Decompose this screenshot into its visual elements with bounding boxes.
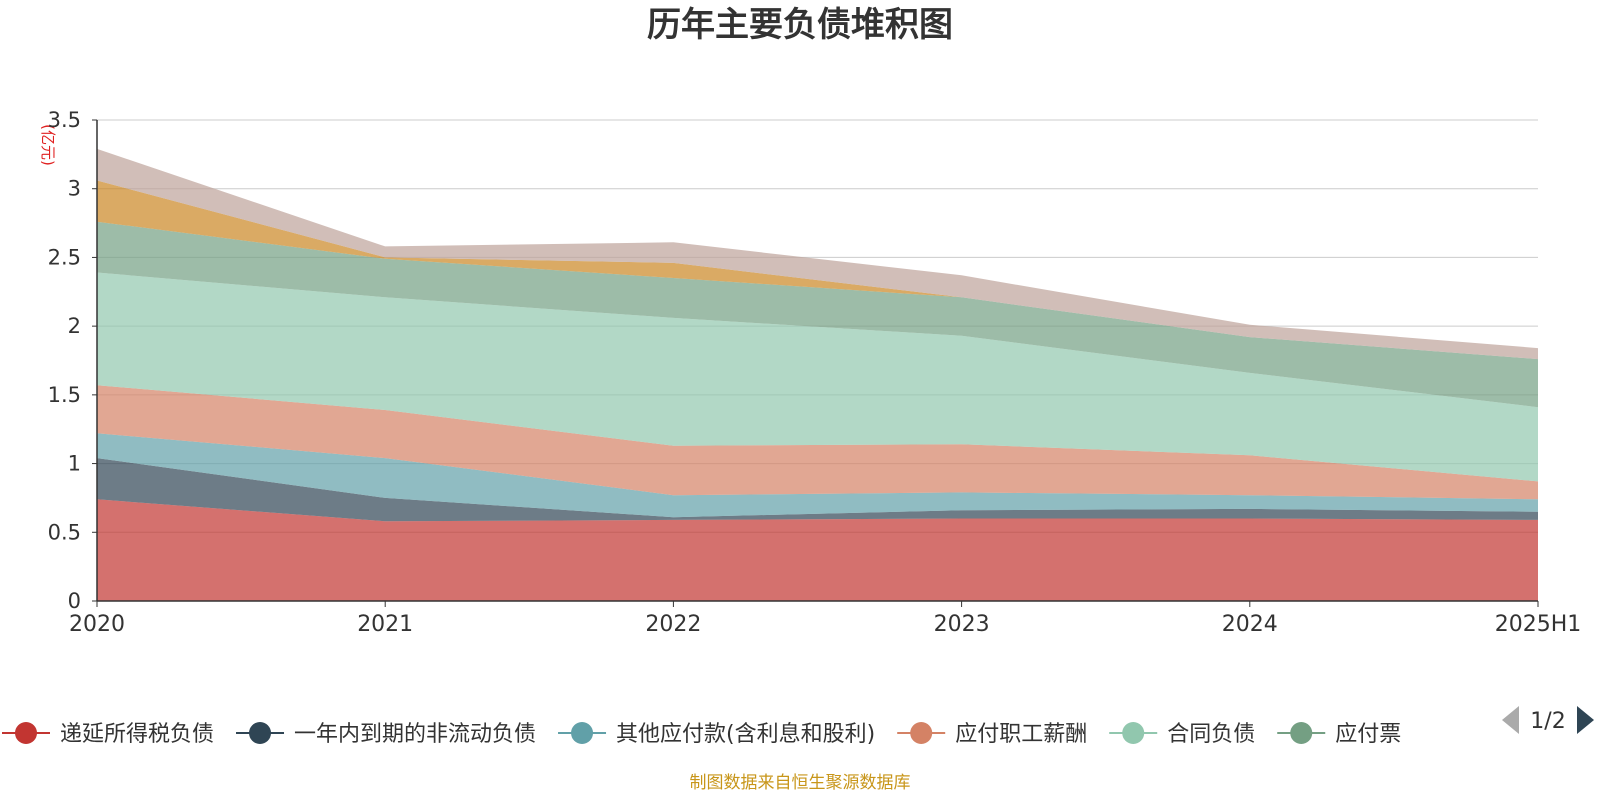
source-note: 制图数据来自恒生聚源数据库 <box>690 773 911 793</box>
legend-label: 应付职工薪酬 <box>955 722 1087 747</box>
y-tick-label: 1.5 <box>48 383 81 407</box>
legend-label: 应付票 <box>1335 722 1401 747</box>
x-tick-label: 2022 <box>645 612 701 637</box>
legend-item[interactable]: 递延所得税负债 <box>2 722 214 747</box>
y-axis-ticks: 0 0.5 1 1.5 2 2.5 3 3.5 <box>48 108 97 613</box>
legend-pager: 1/2 <box>1502 706 1594 734</box>
legend-label: 合同负债 <box>1167 722 1255 747</box>
chart-title: 历年主要负债堆积图 <box>647 5 953 45</box>
x-tick-label: 2025H1 <box>1495 612 1582 637</box>
y-tick-label: 3.5 <box>48 108 81 132</box>
x-axis-ticks: 2020 2021 2022 2023 2024 2025H1 <box>69 601 1581 637</box>
legend-marker-icon <box>1290 722 1313 744</box>
area-series-其他应付款(含利息和股利)[interactable] <box>97 433 1538 518</box>
y-tick-label: 1 <box>68 452 81 476</box>
legend-marker-icon <box>571 722 594 744</box>
legend-label: 其他应付款(含利息和股利) <box>616 722 875 747</box>
y-tick-label: 0.5 <box>48 520 81 544</box>
y-axis-unit-label: (亿元) <box>39 124 57 166</box>
y-tick-label: 3 <box>68 177 81 201</box>
legend-next-page-icon[interactable] <box>1577 706 1594 734</box>
y-tick-label: 2.5 <box>48 245 81 269</box>
axes <box>96 120 1538 602</box>
y-tick-label: 2 <box>68 314 81 338</box>
area-series-应付票据[interactable] <box>97 221 1538 408</box>
area-series-递延所得税负债[interactable] <box>97 499 1538 601</box>
legend-marker-icon <box>1122 722 1145 744</box>
x-tick-label: 2020 <box>69 612 125 637</box>
area-series-合同负债[interactable] <box>97 272 1538 482</box>
legend-marker-icon <box>249 722 272 744</box>
legend-label: 递延所得税负债 <box>60 722 214 747</box>
x-tick-label: 2021 <box>357 612 413 637</box>
x-tick-label: 2024 <box>1222 612 1278 637</box>
legend-marker-icon <box>910 722 933 744</box>
legend: 递延所得税负债 一年内到期的非流动负债 其他应付款(含利息和股利) 应付职工薪酬 合同负… <box>2 722 1401 747</box>
legend-item[interactable]: 合同负债 <box>1109 722 1255 747</box>
legend-page-indicator: 1/2 <box>1530 709 1565 734</box>
area-series-应付职工薪酬[interactable] <box>97 385 1538 500</box>
y-tick-label: 0 <box>68 589 81 613</box>
legend-prev-page-icon[interactable] <box>1502 706 1519 734</box>
x-tick-label: 2023 <box>934 612 990 637</box>
legend-item[interactable]: 一年内到期的非流动负债 <box>236 722 536 747</box>
area-series-一年内到期的非流动负债[interactable] <box>97 458 1538 522</box>
legend-item[interactable]: 其他应付款(含利息和股利) <box>558 722 875 747</box>
area-layers <box>97 148 1538 601</box>
legend-marker-icon <box>15 722 37 744</box>
legend-label: 一年内到期的非流动负债 <box>294 722 536 747</box>
area-series[interactable] <box>97 148 1538 360</box>
legend-item[interactable]: 应付职工薪酬 <box>897 722 1087 747</box>
legend-item[interactable]: 应付票 <box>1277 722 1401 747</box>
